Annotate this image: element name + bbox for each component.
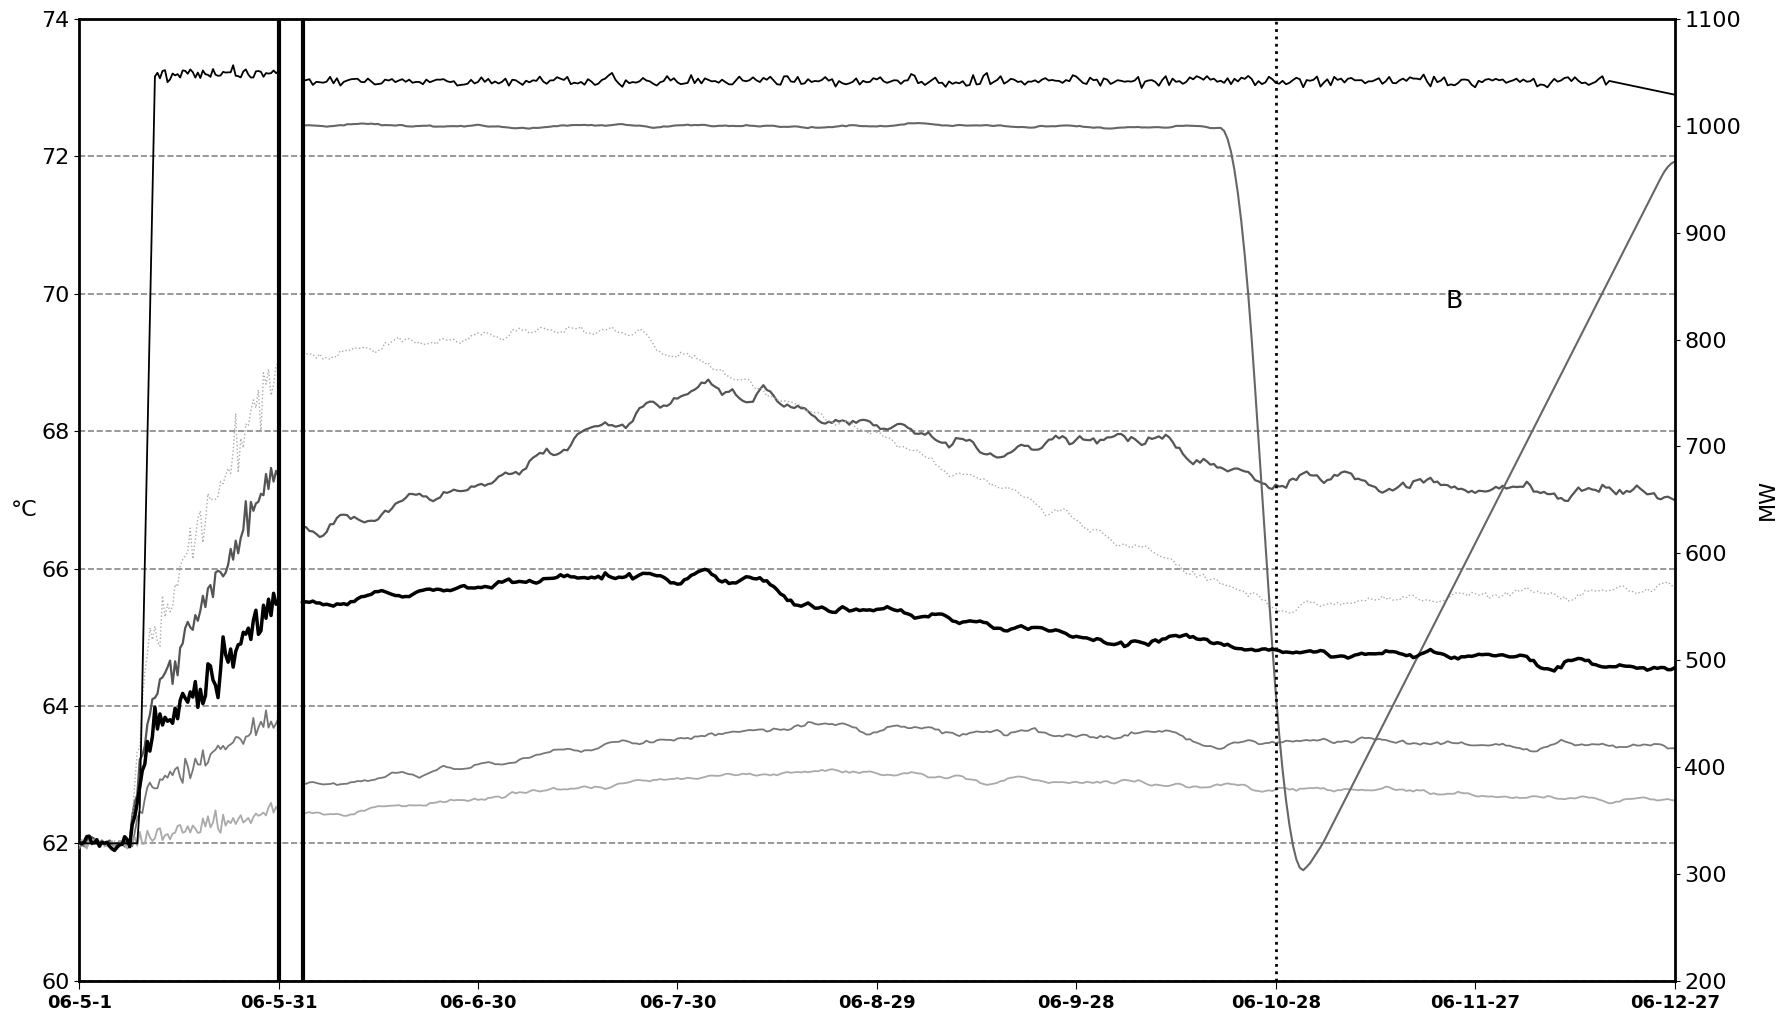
Text: B: B xyxy=(1446,288,1463,313)
Y-axis label: MW: MW xyxy=(1759,480,1778,521)
Y-axis label: °C: °C xyxy=(11,500,38,520)
